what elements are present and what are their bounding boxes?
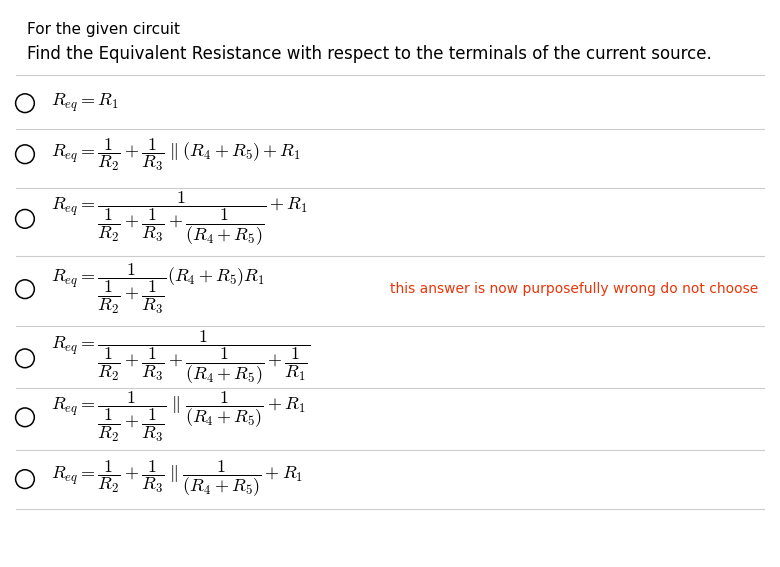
Text: this answer is now purposefully wrong do not choose: this answer is now purposefully wrong do… (390, 282, 758, 296)
Text: $R_{eq} = \dfrac{1}{\dfrac{1}{R_2}+\dfrac{1}{R_3}}(R_4 + R_5)R_1$: $R_{eq} = \dfrac{1}{\dfrac{1}{R_2}+\dfra… (51, 262, 264, 316)
Text: $R_{eq} = \dfrac{1}{\dfrac{1}{R_2}+\dfrac{1}{R_3}+\dfrac{1}{(R_4+R_5)}+\dfrac{1}: $R_{eq} = \dfrac{1}{\dfrac{1}{R_2}+\dfra… (51, 329, 310, 387)
Text: $R_{eq} = \dfrac{1}{R_2} + \dfrac{1}{R_3} \; \| \; (R_4 + R_5) + R_1$: $R_{eq} = \dfrac{1}{R_2} + \dfrac{1}{R_3… (51, 136, 300, 172)
Text: $R_{eq} = \dfrac{1}{\dfrac{1}{R_2}+\dfrac{1}{R_3}+\dfrac{1}{(R_4+R_5)}} + R_1$: $R_{eq} = \dfrac{1}{\dfrac{1}{R_2}+\dfra… (51, 190, 307, 248)
Text: For the given circuit: For the given circuit (27, 22, 180, 36)
Text: Find the Equivalent Resistance with respect to the terminals of the current sour: Find the Equivalent Resistance with resp… (27, 45, 712, 64)
Text: $R_{eq} = \dfrac{1}{R_2} + \dfrac{1}{R_3} \; \| \; \dfrac{1}{(R_4+R_5)} + R_1$: $R_{eq} = \dfrac{1}{R_2} + \dfrac{1}{R_3… (51, 459, 303, 500)
Text: $R_{eq} = R_1$: $R_{eq} = R_1$ (51, 92, 119, 115)
Text: $R_{eq} = \dfrac{1}{\dfrac{1}{R_2}+\dfrac{1}{R_3}} \; \| \; \dfrac{1}{(R_4+R_5)}: $R_{eq} = \dfrac{1}{\dfrac{1}{R_2}+\dfra… (51, 390, 305, 445)
